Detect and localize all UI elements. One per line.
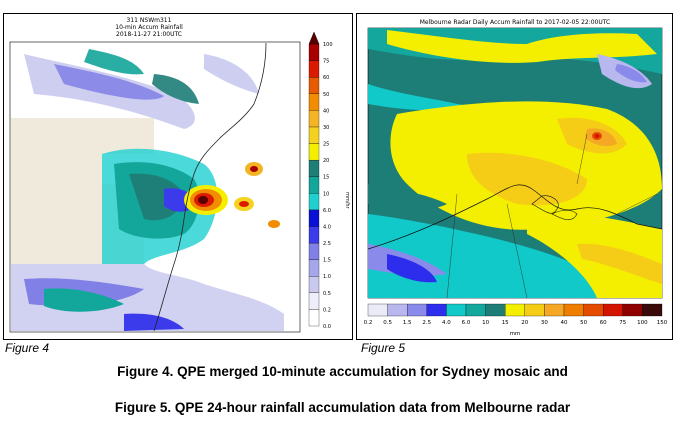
colorbar-swatch (308, 43, 320, 61)
colorbar-swatch (308, 193, 320, 211)
caption-figure-4: Figure 4. QPE merged 10-minute accumulat… (117, 364, 568, 379)
colorbar-swatch (308, 209, 320, 227)
colorbar-swatch (465, 303, 486, 317)
colorbar-tick-label: 2.5 (422, 320, 431, 326)
colorbar-tick-label: 1.5 (403, 320, 412, 326)
fig5-plot-title: Melbourne Radar Daily Accum Rainfall to … (420, 19, 611, 26)
port-phillip-outline (531, 195, 578, 221)
colorbar-tick-label: 0.5 (323, 291, 331, 297)
colorbar-swatch (308, 77, 320, 94)
colorbar-tick-label: 15 (502, 320, 509, 326)
colorbar-swatch (407, 303, 427, 317)
colorbar-swatch (308, 176, 320, 194)
colorbar-tick-label: 150 (657, 320, 668, 326)
colorbar-tick-label: 6.0 (323, 208, 331, 214)
colorbar-tick-label: 4.0 (442, 320, 451, 326)
colorbar-swatch (485, 303, 506, 317)
colorbar-swatch (308, 292, 320, 310)
colorbar-swatch (544, 303, 565, 317)
colorbar-swatch (308, 276, 320, 293)
colorbar-tick-label: 40 (561, 320, 568, 326)
colorbar-tick-label: 30 (323, 125, 329, 131)
colorbar-tick-label: 0.0 (323, 324, 331, 330)
colorbar-tick-label: 0.2 (323, 307, 331, 313)
colorbar-tick-label: 0.5 (383, 320, 392, 326)
colorbar-swatch (308, 259, 320, 277)
colorbar-tick-label: 50 (580, 320, 587, 326)
colorbar-tick-label: 0.2 (364, 320, 373, 326)
colorbar-tick-label: 60 (600, 320, 607, 326)
colorbar-swatch (387, 303, 408, 317)
colorbar-swatch (367, 303, 388, 317)
colorbar-tick-label: 30 (541, 320, 548, 326)
figure-4-panel: 311 NSWm311 10-min Accum Rainfall 2018-1… (3, 13, 353, 340)
colorbar-tick-label: 100 (323, 42, 333, 48)
colorbar-tick-label: 1.5 (323, 258, 331, 264)
colorbar-tick-label: 60 (323, 75, 329, 81)
colorbar-tick-label: 25 (323, 142, 329, 148)
colorbar-tick-label: 4.0 (323, 224, 331, 230)
coastline (367, 184, 663, 250)
colorbar-swatch (308, 126, 320, 144)
colorbar-tick-label: 10 (482, 320, 489, 326)
colorbar-tick-label: 6.0 (462, 320, 471, 326)
colorbar-extend-triangle (308, 31, 320, 45)
colorbar-tick-label: 10 (323, 191, 329, 197)
colorbar-swatch (622, 303, 643, 317)
district-boundaries (446, 133, 658, 299)
colorbar-tick-label: 15 (323, 175, 329, 181)
rainfall-field (368, 28, 662, 298)
fig4-plot-title-1: 311 NSWm311 (127, 17, 172, 24)
colorbar-swatch (505, 303, 525, 317)
colorbar-swatch (426, 303, 447, 317)
coastline (153, 42, 267, 332)
colorbar-swatch (642, 303, 663, 317)
fig4-plot-title-2: 10-min Accum Rainfall (115, 24, 183, 31)
colorbar-tick-label: 2.5 (323, 241, 331, 247)
figure-5-image: Melbourne Radar Daily Accum Rainfall to … (364, 19, 668, 337)
fig4-plot-title-3: 2018-11-27 21:00UTC (116, 31, 182, 38)
figure-4-image: 311 NSWm311 10-min Accum Rainfall 2018-1… (9, 17, 350, 333)
colorbar-swatch (583, 303, 604, 317)
colorbar-tick-label: 1.0 (323, 274, 331, 280)
colorbar-swatch (563, 303, 584, 317)
caption-figure-5: Figure 5. QPE 24-hour rainfall accumulat… (114, 400, 571, 415)
colorbar-swatch (524, 303, 545, 317)
colorbar-swatch (446, 303, 467, 317)
figure-4-label: Figure 4 (5, 341, 50, 355)
colorbar-swatch (308, 242, 320, 260)
figure-5-panel: Melbourne Radar Daily Accum Rainfall to … (356, 13, 673, 340)
colorbar-swatch (308, 309, 320, 327)
fig4-colorbar-unit: mm/hr (344, 192, 350, 210)
figure-5-label: Figure 5 (361, 341, 406, 355)
colorbar-swatch (603, 303, 623, 317)
colorbar-tick-label: 20 (521, 320, 528, 326)
colorbar-swatch (308, 226, 320, 244)
fig5-colorbar-unit: mm (510, 331, 521, 337)
colorbar-swatch (308, 93, 320, 111)
colorbar-tick-label: 75 (619, 320, 626, 326)
colorbar-tick-label: 50 (323, 92, 329, 98)
figure-4-colorbar: 0.0 0.2 0.5 1.0 1.5 2.5 4.0 6.0 10 15 20 25 30 40 50 60… (308, 31, 333, 330)
colorbar-swatch (308, 60, 320, 78)
colorbar-tick-label: 100 (637, 320, 648, 326)
colorbar-swatch (308, 110, 320, 128)
heavy-rain-cell (184, 162, 280, 228)
colorbar-swatch (308, 143, 320, 161)
colorbar-tick-label: 40 (323, 108, 329, 114)
figure-5-colorbar: 0.2 0.5 1.5 2.5 4.0 6.0 10 15 20 30 40 50 60 75 100 150 (364, 303, 668, 326)
colorbar-tick-label: 20 (323, 158, 329, 164)
colorbar-swatch (308, 159, 320, 177)
colorbar-tick-label: 75 (323, 59, 329, 65)
